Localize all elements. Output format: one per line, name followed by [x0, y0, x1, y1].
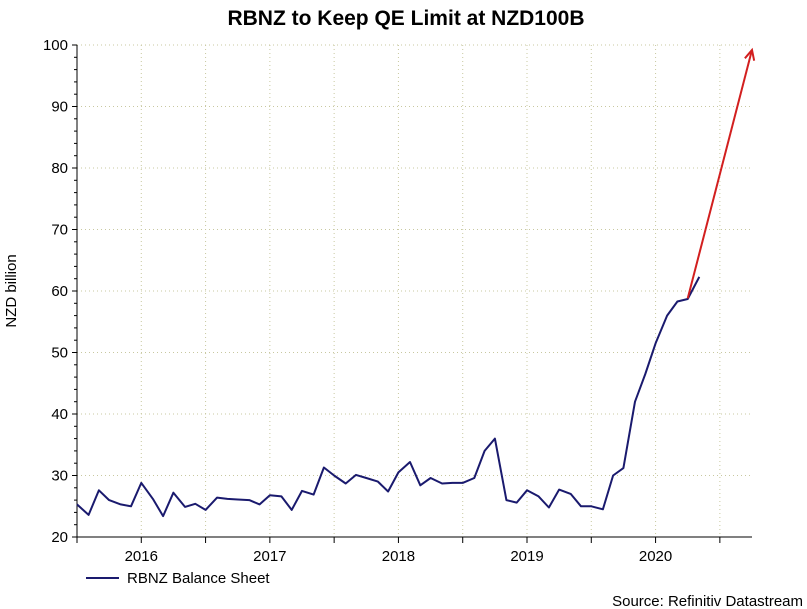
series-line-rbnz-balance-sheet [76, 276, 701, 518]
y-tick-label: 40 [51, 406, 68, 423]
grid-lines [77, 44, 752, 537]
y-tick-label: 80 [51, 160, 68, 177]
legend-label: RBNZ Balance Sheet [127, 570, 270, 587]
axes [76, 45, 752, 538]
chart-title: RBNZ to Keep QE Limit at NZD100B [227, 7, 584, 30]
legend: RBNZ Balance Sheet [86, 570, 270, 587]
y-tick-label: 70 [51, 222, 68, 239]
annotations-group [686, 47, 756, 299]
y-tick-label: 90 [51, 99, 68, 116]
x-tick-label: 2020 [639, 548, 672, 565]
projection-arrow-head [744, 47, 756, 61]
x-tick-label: 2018 [382, 548, 415, 565]
x-tick-label: 2017 [253, 548, 286, 565]
y-tick-label: 20 [51, 529, 68, 546]
y-tick-label: 100 [43, 37, 68, 54]
source-note: Source: Refinitiv Datastream [612, 593, 803, 609]
x-tick-label: 2016 [125, 548, 158, 565]
projection-arrow-line [686, 49, 753, 299]
y-tick-label: 30 [51, 468, 68, 485]
y-axis-label: NZD billion [3, 254, 20, 327]
series-group [76, 276, 701, 518]
x-tick-label: 2019 [510, 548, 543, 565]
axis-ticks: 20 30 40 50 60 70 80 90 100 2016 2017 2018 2019 2020 [43, 37, 721, 565]
y-tick-label: 60 [51, 283, 68, 300]
y-tick-label: 50 [51, 345, 68, 362]
